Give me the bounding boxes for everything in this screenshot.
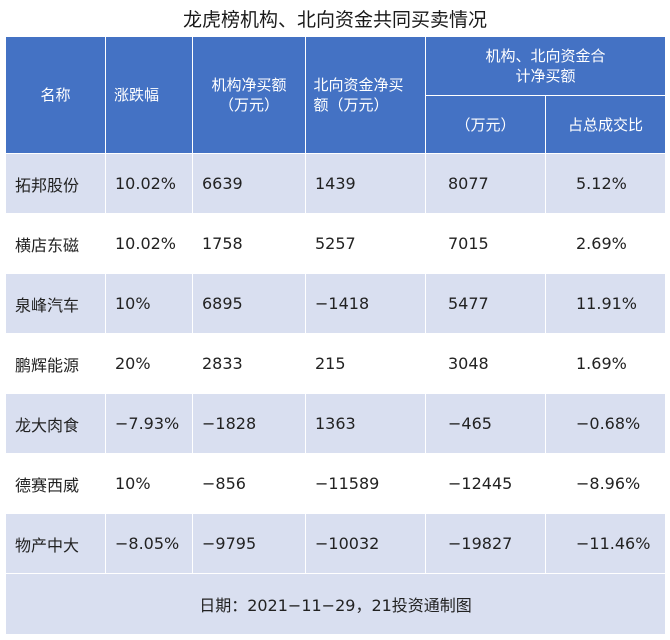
cell-name: 鹏辉能源 — [5, 333, 106, 394]
cell-north: 1363 — [305, 393, 426, 454]
cell-north: 1439 — [305, 153, 426, 214]
cell-inst: 6639 — [192, 153, 306, 214]
cell-name: 德赛西威 — [5, 453, 106, 514]
cell-north: 5257 — [305, 213, 426, 274]
cell-change: 10.02% — [105, 153, 193, 214]
cell-north: −11589 — [305, 453, 426, 514]
table-row: 龙大肉食 −7.93% −1828 1363 −465 −0.68% — [5, 393, 666, 454]
cell-total: 5477 — [425, 273, 546, 334]
table-title: 龙虎榜机构、北向资金共同买卖情况 — [182, 9, 487, 31]
cell-total: 7015 — [425, 213, 546, 274]
cell-total: 3048 — [425, 333, 546, 394]
cell-share: 1.69% — [545, 333, 666, 394]
cell-total: −12445 — [425, 453, 546, 514]
cell-inst: −1828 — [192, 393, 306, 454]
cell-total: −465 — [425, 393, 546, 454]
cell-north: −1418 — [305, 273, 426, 334]
header-north-buy-text: 北向资金净买额（万元） — [313, 76, 404, 114]
table-row: 物产中大 −8.05% −9795 −10032 −19827 −11.46% — [5, 513, 666, 574]
header-inst-buy-text: 机构净买额（万元） — [211, 76, 287, 114]
cell-north: −10032 — [305, 513, 426, 574]
header-combined-group: 机构、北向资金合计净买额 — [425, 36, 666, 96]
cell-share: −11.46% — [545, 513, 666, 574]
cell-change: −7.93% — [105, 393, 193, 454]
header-change: 涨跌幅 — [105, 36, 193, 154]
cell-name: 泉峰汽车 — [5, 273, 106, 334]
header-combined-share: 占总成交比 — [545, 95, 666, 154]
cell-name: 横店东磁 — [5, 213, 106, 274]
table-row: 德赛西威 10% −856 −11589 −12445 −8.96% — [5, 453, 666, 514]
cell-share: −8.96% — [545, 453, 666, 514]
cell-name: 物产中大 — [5, 513, 106, 574]
table-footer-row: 日期：2021−11−29，21投资通制图 — [5, 573, 666, 635]
cell-name: 拓邦股份 — [5, 153, 106, 214]
table-row: 泉峰汽车 10% 6895 −1418 5477 11.91% — [5, 273, 666, 334]
cell-inst: 1758 — [192, 213, 306, 274]
cell-inst: −856 — [192, 453, 306, 514]
footer-note: 日期：2021−11−29，21投资通制图 — [5, 573, 666, 635]
table-row: 横店东磁 10.02% 1758 5257 7015 2.69% — [5, 213, 666, 274]
cell-share: −0.68% — [545, 393, 666, 454]
cell-share: 5.12% — [545, 153, 666, 214]
header-name: 名称 — [5, 36, 106, 154]
cell-share: 11.91% — [545, 273, 666, 334]
table-row: 拓邦股份 10.02% 6639 1439 8077 5.12% — [5, 153, 666, 214]
cell-inst: 2833 — [192, 333, 306, 394]
cell-total: 8077 — [425, 153, 546, 214]
cell-share: 2.69% — [545, 213, 666, 274]
header-combined-group-text: 机构、北向资金合计净买额 — [485, 47, 606, 85]
cell-change: 10.02% — [105, 213, 193, 274]
cell-change: 10% — [105, 273, 193, 334]
cell-change: −8.05% — [105, 513, 193, 574]
cell-total: −19827 — [425, 513, 546, 574]
table-row: 鹏辉能源 20% 2833 215 3048 1.69% — [5, 333, 666, 394]
header-combined-amount: （万元） — [425, 95, 546, 154]
cell-name: 龙大肉食 — [5, 393, 106, 454]
cell-inst: −9795 — [192, 513, 306, 574]
data-table: 名称 涨跌幅 机构净买额（万元） 北向资金净买额（万元） 机构、北向资金合计净买… — [5, 36, 666, 635]
cell-north: 215 — [305, 333, 426, 394]
cell-change: 10% — [105, 453, 193, 514]
header-north-buy: 北向资金净买额（万元） — [305, 36, 426, 154]
cell-inst: 6895 — [192, 273, 306, 334]
cell-change: 20% — [105, 333, 193, 394]
header-inst-buy: 机构净买额（万元） — [192, 36, 306, 154]
